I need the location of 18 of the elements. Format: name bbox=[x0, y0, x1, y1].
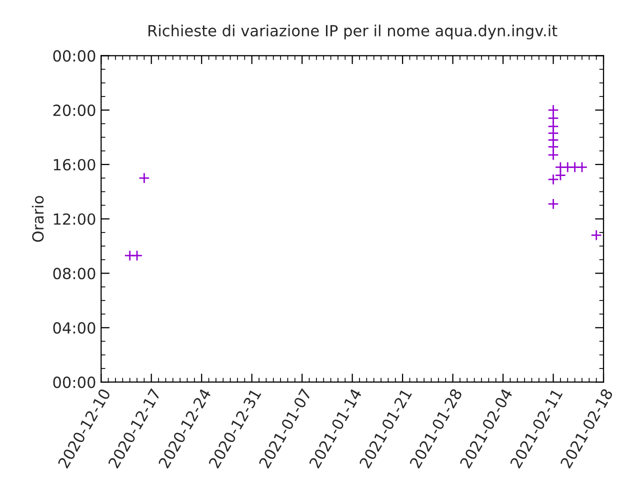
y-tick-label: 20:00 bbox=[53, 104, 96, 116]
y-tick-label: 08:00 bbox=[53, 268, 96, 280]
point bbox=[548, 141, 559, 152]
chart-title: Richieste di variazione IP per il nome aqua.dyn.ingv.it bbox=[148, 24, 558, 40]
y-tick-label: 04:00 bbox=[53, 322, 96, 334]
y-tick-label: 16:00 bbox=[54, 158, 96, 170]
point bbox=[590, 230, 602, 241]
point bbox=[548, 198, 559, 210]
y-tick-label: 00:00 bbox=[53, 376, 96, 388]
y-tick-label: 12:00 bbox=[54, 213, 96, 225]
point bbox=[138, 172, 150, 184]
y-tick-label: 00:00 bbox=[53, 50, 96, 62]
point bbox=[131, 250, 143, 262]
point bbox=[548, 104, 559, 116]
y-axis-title: Orario bbox=[32, 196, 44, 242]
point bbox=[576, 162, 588, 173]
point bbox=[548, 149, 559, 161]
point bbox=[548, 112, 559, 124]
